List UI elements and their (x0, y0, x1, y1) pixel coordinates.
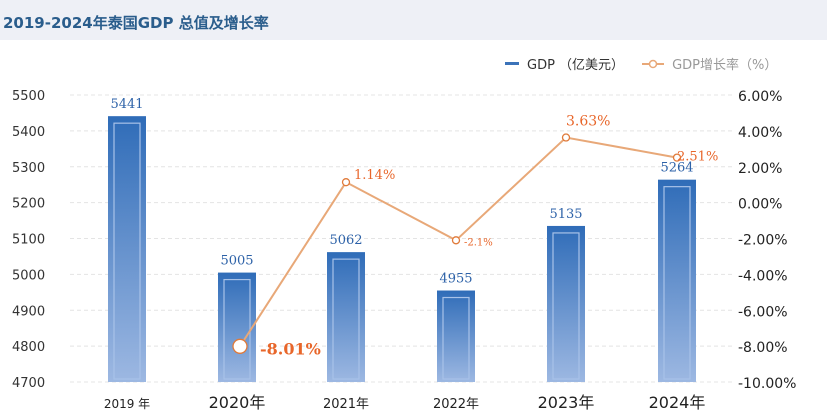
right-tick-label: 2.00% (738, 161, 782, 177)
bar-label: 5441 (110, 97, 143, 112)
bar-inner-frame (663, 186, 691, 380)
legend-label-gdp: GDP （亿美元） (527, 58, 625, 73)
bar-label: 4955 (439, 272, 472, 287)
right-tick-label: 6.00% (738, 89, 782, 105)
bar-inner-frame (442, 296, 470, 380)
x-tick-label: 2023年 (538, 393, 595, 412)
line-legend-icon (642, 59, 665, 68)
bar-legend-icon (505, 61, 519, 65)
left-tick-label: 5500 (12, 89, 45, 104)
legend-item-growth[interactable]: GDP增长率（%） (642, 54, 777, 73)
legend: GDP （亿美元） GDP增长率（%） (505, 54, 777, 73)
bar-label: 5264 (660, 161, 693, 176)
x-tick-label: 2021年 (323, 397, 369, 412)
growth-label: 3.63% (566, 114, 610, 130)
bar-inner-frame (552, 232, 580, 380)
left-tick-label: 5200 (12, 197, 45, 212)
left-tick-label: 5400 (12, 125, 45, 140)
bar-label: 5135 (549, 207, 582, 222)
right-tick-label: -8.00% (738, 340, 788, 356)
growth-point (672, 153, 682, 162)
right-tick-label: 4.00% (738, 125, 782, 141)
growth-point (232, 338, 248, 354)
x-tick-label: 2020年 (209, 393, 266, 412)
x-tick-label: 2022年 (433, 397, 479, 412)
growth-label: -2.1% (464, 237, 493, 248)
growth-label: 2.51% (677, 150, 718, 165)
right-tick-label: -10.00% (738, 376, 796, 392)
growth-label: 1.14% (354, 168, 395, 183)
right-tick-label: -4.00% (738, 268, 788, 284)
left-tick-label: 5300 (12, 161, 45, 176)
left-tick-label: 4700 (12, 376, 45, 391)
bar-inner-frame (113, 122, 141, 380)
growth-point (451, 236, 461, 245)
left-tick-label: 5000 (12, 268, 45, 283)
x-tick-label: 2024年 (649, 393, 706, 412)
legend-item-gdp[interactable]: GDP （亿美元） (505, 54, 624, 73)
x-tick-label: 2019 年 (104, 397, 150, 411)
right-tick-label: 0.00% (738, 197, 782, 213)
bar-label: 5005 (220, 254, 253, 269)
growth-point (561, 133, 571, 142)
left-tick-label: 5100 (12, 233, 45, 248)
title-bar: 2019-2024年泰国GDP 总值及增长率 (0, 0, 827, 40)
left-tick-label: 4900 (12, 304, 45, 319)
legend-label-growth: GDP增长率（%） (672, 58, 778, 73)
growth-point (341, 178, 351, 187)
bar-label: 5062 (329, 233, 362, 248)
left-tick-label: 4800 (12, 340, 45, 355)
right-tick-label: -2.00% (738, 233, 788, 249)
bar-inner-frame (332, 258, 360, 380)
right-tick-label: -6.00% (738, 304, 788, 320)
growth-label: -8.01% (260, 339, 321, 358)
chart-title: 2019-2024年泰国GDP 总值及增长率 (3, 14, 269, 32)
